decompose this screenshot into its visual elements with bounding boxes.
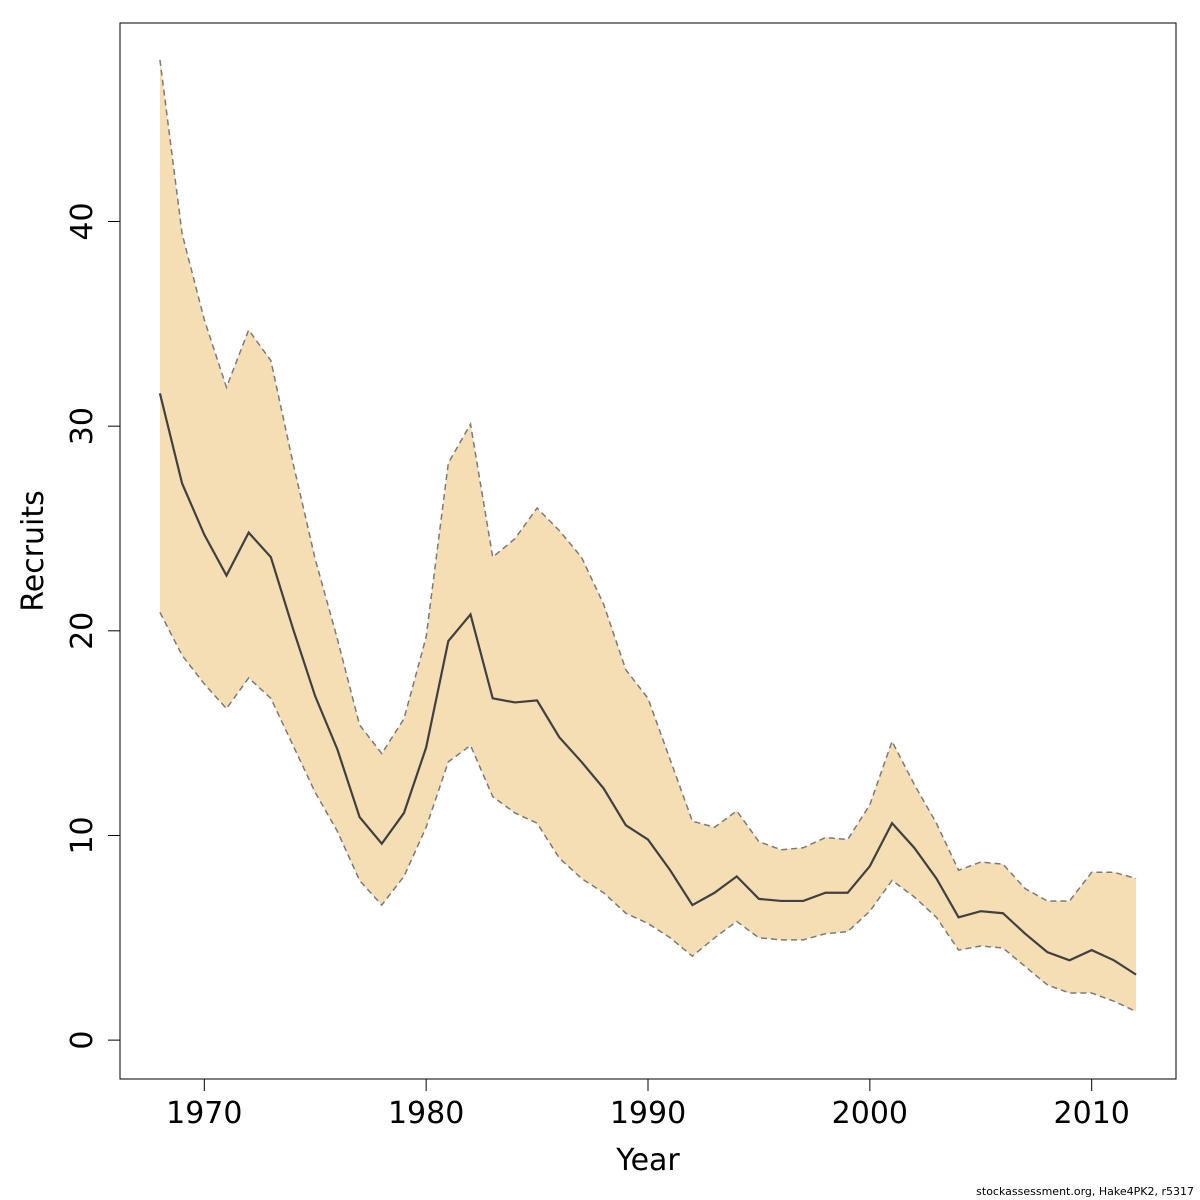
y-axis: 0 10 20 30 40 [65, 202, 121, 1050]
y-tick-label: 20 [65, 612, 100, 650]
estimate-line-layer [158, 393, 1137, 976]
lower-bound-line [159, 612, 1137, 1013]
credit-text: stockassessment.org, Hake4PK2, r5317 [976, 1185, 1194, 1198]
y-tick-label: 10 [65, 816, 100, 854]
x-tick-label: 2010 [1054, 1096, 1130, 1131]
estimate-line [158, 393, 1137, 976]
y-axis-title: Recruits [16, 490, 51, 612]
x-tick-label: 1990 [610, 1096, 686, 1131]
confidence-band-layer [159, 59, 1137, 1013]
x-tick-label: 1980 [388, 1096, 464, 1131]
y-tick-label: 0 [65, 1031, 100, 1050]
x-tick-label: 2000 [832, 1096, 908, 1131]
confidence-band [159, 59, 1137, 1012]
x-axis: 1970 1980 1990 2000 2010 [166, 1078, 1130, 1131]
y-tick-label: 40 [65, 202, 100, 240]
y-tick-label: 30 [65, 407, 100, 445]
upper-bound-line [159, 59, 1137, 902]
x-axis-title: Year [615, 1143, 680, 1178]
x-tick-label: 1970 [166, 1096, 242, 1131]
